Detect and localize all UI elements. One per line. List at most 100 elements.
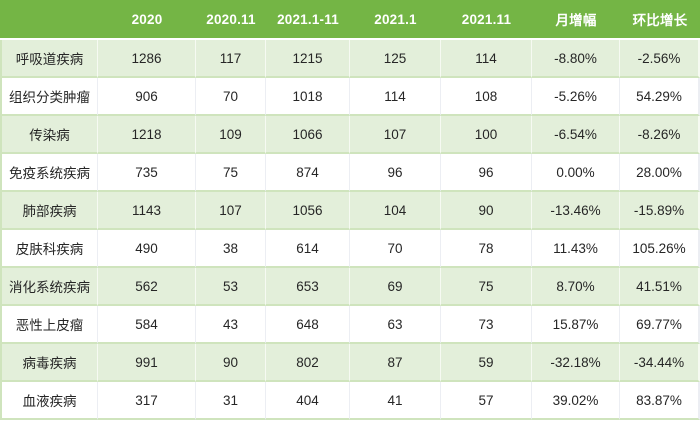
value-cell: 1143 <box>98 192 196 230</box>
column-header: 环比增长 <box>620 0 700 40</box>
value-cell: 28.00% <box>620 154 700 192</box>
value-cell: 41 <box>350 382 441 420</box>
value-cell: 614 <box>266 230 350 268</box>
value-cell: 100 <box>441 116 532 154</box>
table-row: 皮肤科疾病 490 38 614 70 78 11.43% 105.26% <box>0 230 700 268</box>
value-cell: 59 <box>441 344 532 382</box>
value-cell: 41.51% <box>620 268 700 306</box>
header-row: 2020 2020.11 2021.1-11 2021.1 2021.11 月增幅 环比增长 <box>0 0 700 40</box>
value-cell: 802 <box>266 344 350 382</box>
row-label: 传染病 <box>0 116 98 154</box>
table-row: 病毒疾病 991 90 802 87 59 -32.18% -34.44% <box>0 344 700 382</box>
value-cell: -2.56% <box>620 40 700 78</box>
value-cell: 114 <box>350 78 441 116</box>
value-cell: 90 <box>196 344 266 382</box>
value-cell: 562 <box>98 268 196 306</box>
value-cell: 90 <box>441 192 532 230</box>
column-header: 2020.11 <box>196 0 266 40</box>
row-label: 免疫系统疾病 <box>0 154 98 192</box>
column-header: 月增幅 <box>532 0 620 40</box>
value-cell: 1018 <box>266 78 350 116</box>
value-cell: 991 <box>98 344 196 382</box>
value-cell: 78 <box>441 230 532 268</box>
value-cell: 1286 <box>98 40 196 78</box>
table-row: 恶性上皮瘤 584 43 648 63 73 15.87% 69.77% <box>0 306 700 344</box>
row-label: 呼吸道疾病 <box>0 40 98 78</box>
value-cell: 15.87% <box>532 306 620 344</box>
value-cell: 53 <box>196 268 266 306</box>
value-cell: 75 <box>441 268 532 306</box>
value-cell: 96 <box>350 154 441 192</box>
column-header: 2021.1 <box>350 0 441 40</box>
row-label: 肺部疾病 <box>0 192 98 230</box>
value-cell: 38 <box>196 230 266 268</box>
value-cell: 11.43% <box>532 230 620 268</box>
value-cell: -34.44% <box>620 344 700 382</box>
value-cell: 125 <box>350 40 441 78</box>
value-cell: 584 <box>98 306 196 344</box>
table-row: 组织分类肿瘤 906 70 1018 114 108 -5.26% 54.29% <box>0 78 700 116</box>
value-cell: 70 <box>196 78 266 116</box>
value-cell: 317 <box>98 382 196 420</box>
value-cell: -8.80% <box>532 40 620 78</box>
value-cell: 63 <box>350 306 441 344</box>
table-row: 血液疾病 317 31 404 41 57 39.02% 83.87% <box>0 382 700 420</box>
value-cell: 653 <box>266 268 350 306</box>
value-cell: 874 <box>266 154 350 192</box>
value-cell: 57 <box>441 382 532 420</box>
value-cell: 1215 <box>266 40 350 78</box>
value-cell: 31 <box>196 382 266 420</box>
value-cell: 69 <box>350 268 441 306</box>
row-label-column-header <box>0 0 98 40</box>
value-cell: 114 <box>441 40 532 78</box>
value-cell: 1066 <box>266 116 350 154</box>
value-cell: 69.77% <box>620 306 700 344</box>
value-cell: 490 <box>98 230 196 268</box>
table-header: 2020 2020.11 2021.1-11 2021.1 2021.11 月增幅 环比增长 <box>0 0 700 40</box>
value-cell: 70 <box>350 230 441 268</box>
value-cell: 1218 <box>98 116 196 154</box>
value-cell: 39.02% <box>532 382 620 420</box>
row-label: 消化系统疾病 <box>0 268 98 306</box>
value-cell: 105.26% <box>620 230 700 268</box>
value-cell: 1056 <box>266 192 350 230</box>
value-cell: 104 <box>350 192 441 230</box>
table-row: 肺部疾病 1143 107 1056 104 90 -13.46% -15.89% <box>0 192 700 230</box>
table-body: 呼吸道疾病 1286 117 1215 125 114 -8.80% -2.56% 组织分类肿瘤… <box>0 40 700 420</box>
table-row: 免疫系统疾病 735 75 874 96 96 0.00% 28.00% <box>0 154 700 192</box>
column-header: 2021.1-11 <box>266 0 350 40</box>
value-cell: 648 <box>266 306 350 344</box>
value-cell: -32.18% <box>532 344 620 382</box>
value-cell: -8.26% <box>620 116 700 154</box>
row-label: 恶性上皮瘤 <box>0 306 98 344</box>
value-cell: 8.70% <box>532 268 620 306</box>
value-cell: 43 <box>196 306 266 344</box>
value-cell: -5.26% <box>532 78 620 116</box>
value-cell: 404 <box>266 382 350 420</box>
value-cell: 73 <box>441 306 532 344</box>
value-cell: 75 <box>196 154 266 192</box>
value-cell: 0.00% <box>532 154 620 192</box>
column-header: 2021.11 <box>441 0 532 40</box>
value-cell: 87 <box>350 344 441 382</box>
value-cell: -6.54% <box>532 116 620 154</box>
row-label: 皮肤科疾病 <box>0 230 98 268</box>
value-cell: 735 <box>98 154 196 192</box>
table-row: 呼吸道疾病 1286 117 1215 125 114 -8.80% -2.56% <box>0 40 700 78</box>
value-cell: 54.29% <box>620 78 700 116</box>
value-cell: 906 <box>98 78 196 116</box>
row-label: 组织分类肿瘤 <box>0 78 98 116</box>
value-cell: -15.89% <box>620 192 700 230</box>
value-cell: 83.87% <box>620 382 700 420</box>
value-cell: 108 <box>441 78 532 116</box>
row-label: 血液疾病 <box>0 382 98 420</box>
value-cell: -13.46% <box>532 192 620 230</box>
column-header: 2020 <box>98 0 196 40</box>
value-cell: 96 <box>441 154 532 192</box>
value-cell: 109 <box>196 116 266 154</box>
value-cell: 117 <box>196 40 266 78</box>
row-label: 病毒疾病 <box>0 344 98 382</box>
value-cell: 107 <box>350 116 441 154</box>
table-row: 传染病 1218 109 1066 107 100 -6.54% -8.26% <box>0 116 700 154</box>
